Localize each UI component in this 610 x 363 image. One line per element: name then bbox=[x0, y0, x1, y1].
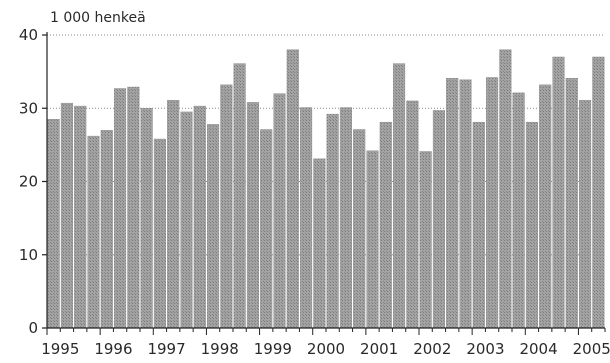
bar bbox=[579, 99, 592, 329]
bar bbox=[419, 151, 432, 329]
x-axis: 1995 1996 1997 1998 1999 2000 2001 2002 2003 2004… bbox=[41, 327, 610, 358]
bar bbox=[47, 119, 60, 329]
bar bbox=[100, 130, 113, 329]
bar bbox=[592, 56, 605, 329]
y-unit-label: 1 000 henkeä bbox=[50, 10, 146, 26]
gridlines bbox=[47, 34, 605, 256]
bar bbox=[127, 86, 140, 329]
bar bbox=[114, 88, 127, 329]
x-year-label: 2004 bbox=[519, 340, 557, 358]
y-axis: 0 10 20 30 40 bbox=[19, 26, 48, 337]
bar bbox=[300, 107, 313, 329]
bar bbox=[193, 105, 206, 329]
y-tick-label: 30 bbox=[19, 99, 38, 117]
bar bbox=[512, 92, 525, 329]
x-year-label: 2003 bbox=[466, 340, 504, 358]
bar bbox=[313, 158, 326, 329]
bars bbox=[47, 49, 605, 329]
bar bbox=[393, 63, 406, 329]
bar bbox=[366, 150, 379, 329]
bar bbox=[446, 78, 459, 329]
x-year-label: 2002 bbox=[413, 340, 451, 358]
bar bbox=[246, 102, 259, 329]
x-year-label: 2005 bbox=[573, 340, 610, 358]
x-year-label: 2000 bbox=[307, 340, 345, 358]
bar bbox=[486, 77, 499, 329]
bar bbox=[286, 49, 299, 329]
y-tick-label: 40 bbox=[19, 26, 38, 44]
bar bbox=[432, 110, 445, 329]
bar bbox=[167, 99, 180, 329]
y-tick-label: 10 bbox=[19, 246, 38, 264]
bar bbox=[326, 113, 339, 329]
bar bbox=[472, 121, 485, 329]
bar bbox=[180, 111, 193, 329]
x-year-label: 1997 bbox=[147, 340, 185, 358]
bar bbox=[273, 93, 286, 329]
bar bbox=[140, 108, 153, 329]
x-year-label: 1999 bbox=[254, 340, 292, 358]
x-year-label: 1995 bbox=[41, 340, 79, 358]
bar bbox=[379, 121, 392, 329]
bar bbox=[260, 129, 273, 329]
bar bbox=[233, 63, 246, 329]
bar bbox=[539, 84, 552, 329]
x-year-label: 2001 bbox=[360, 340, 398, 358]
bar bbox=[153, 138, 166, 329]
bar bbox=[60, 102, 73, 329]
y-tick-label: 20 bbox=[19, 173, 38, 191]
bar bbox=[552, 56, 565, 329]
bar bbox=[406, 100, 419, 329]
bar bbox=[220, 84, 233, 329]
bar bbox=[74, 105, 87, 329]
bar bbox=[499, 49, 512, 329]
x-year-label: 1998 bbox=[201, 340, 239, 358]
y-tick-label: 0 bbox=[28, 319, 38, 337]
bar bbox=[207, 124, 220, 329]
bar bbox=[87, 135, 100, 329]
x-year-label: 1996 bbox=[94, 340, 132, 358]
bar bbox=[353, 129, 366, 329]
bar bbox=[459, 79, 472, 329]
bar bbox=[525, 121, 538, 329]
bar bbox=[339, 107, 352, 329]
bar bbox=[565, 78, 578, 329]
